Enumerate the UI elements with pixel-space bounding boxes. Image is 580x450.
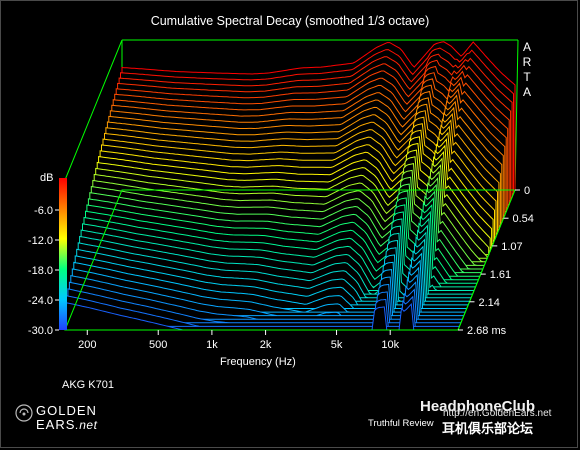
time-tick-label: 2.68 ms bbox=[467, 325, 507, 337]
logo-suffix: .net bbox=[75, 418, 98, 432]
frequency-axis: 200 500 1k 2k 5k 10k bbox=[78, 330, 400, 351]
time-tick-label: 1.61 bbox=[490, 269, 511, 281]
y-tick-label: -30.0 bbox=[28, 325, 53, 337]
y-tick-label: -18.0 bbox=[28, 265, 53, 277]
decay-slice bbox=[68, 281, 463, 320]
tagline: Truthful Review bbox=[368, 418, 434, 429]
time-axis: 0 0.54 1.07 1.61 2.14 2.68 ms bbox=[458, 185, 534, 337]
watermark-chinese: 耳机俱乐部论坛 bbox=[442, 421, 534, 436]
x-axis-label: Frequency (Hz) bbox=[220, 356, 296, 368]
time-tick-label: 0 bbox=[524, 185, 530, 197]
time-tick-label: 0.54 bbox=[513, 213, 534, 225]
arta-brand: A R T A bbox=[520, 40, 534, 100]
x-tick-label: 5k bbox=[331, 339, 343, 351]
y-axis-label: dB bbox=[40, 172, 53, 184]
db-axis: -6.0 -12.0 -18.0 -24.0 -30.0 bbox=[28, 205, 59, 337]
y-tick-label: -24.0 bbox=[28, 295, 53, 307]
watermark-url: http://en.GoldenEars.net bbox=[443, 408, 552, 419]
x-tick-label: 200 bbox=[78, 339, 96, 351]
x-tick-label: 10k bbox=[381, 339, 399, 351]
decay-slice bbox=[67, 288, 461, 324]
x-tick-label: 2k bbox=[260, 339, 272, 351]
arta-letter: A bbox=[522, 40, 531, 54]
arta-letter: R bbox=[522, 55, 532, 69]
decay-slice bbox=[66, 295, 460, 327]
watermark-brand: HeadphoneClub bbox=[420, 398, 535, 415]
chart-title: Cumulative Spectral Decay (smoothed 1/3 … bbox=[150, 14, 430, 28]
arta-letter: T bbox=[523, 70, 531, 84]
golden-ears-logo-icon bbox=[15, 404, 33, 422]
logo-line1: GOLDEN bbox=[36, 403, 97, 418]
y-tick-label: -6.0 bbox=[34, 205, 53, 217]
decay-slices bbox=[64, 41, 516, 331]
arta-letter: A bbox=[522, 85, 531, 99]
x-tick-label: 1k bbox=[206, 339, 218, 351]
color-scale-bar bbox=[59, 178, 67, 330]
logo-line2: EARS bbox=[36, 417, 76, 432]
time-tick-label: 2.14 bbox=[478, 297, 499, 309]
time-tick-label: 1.07 bbox=[501, 241, 522, 253]
device-name: AKG K701 bbox=[62, 379, 114, 391]
y-tick-label: -12.0 bbox=[28, 235, 53, 247]
golden-ears-logo: GOLDEN EARS.net bbox=[36, 403, 98, 433]
x-tick-label: 500 bbox=[149, 339, 167, 351]
